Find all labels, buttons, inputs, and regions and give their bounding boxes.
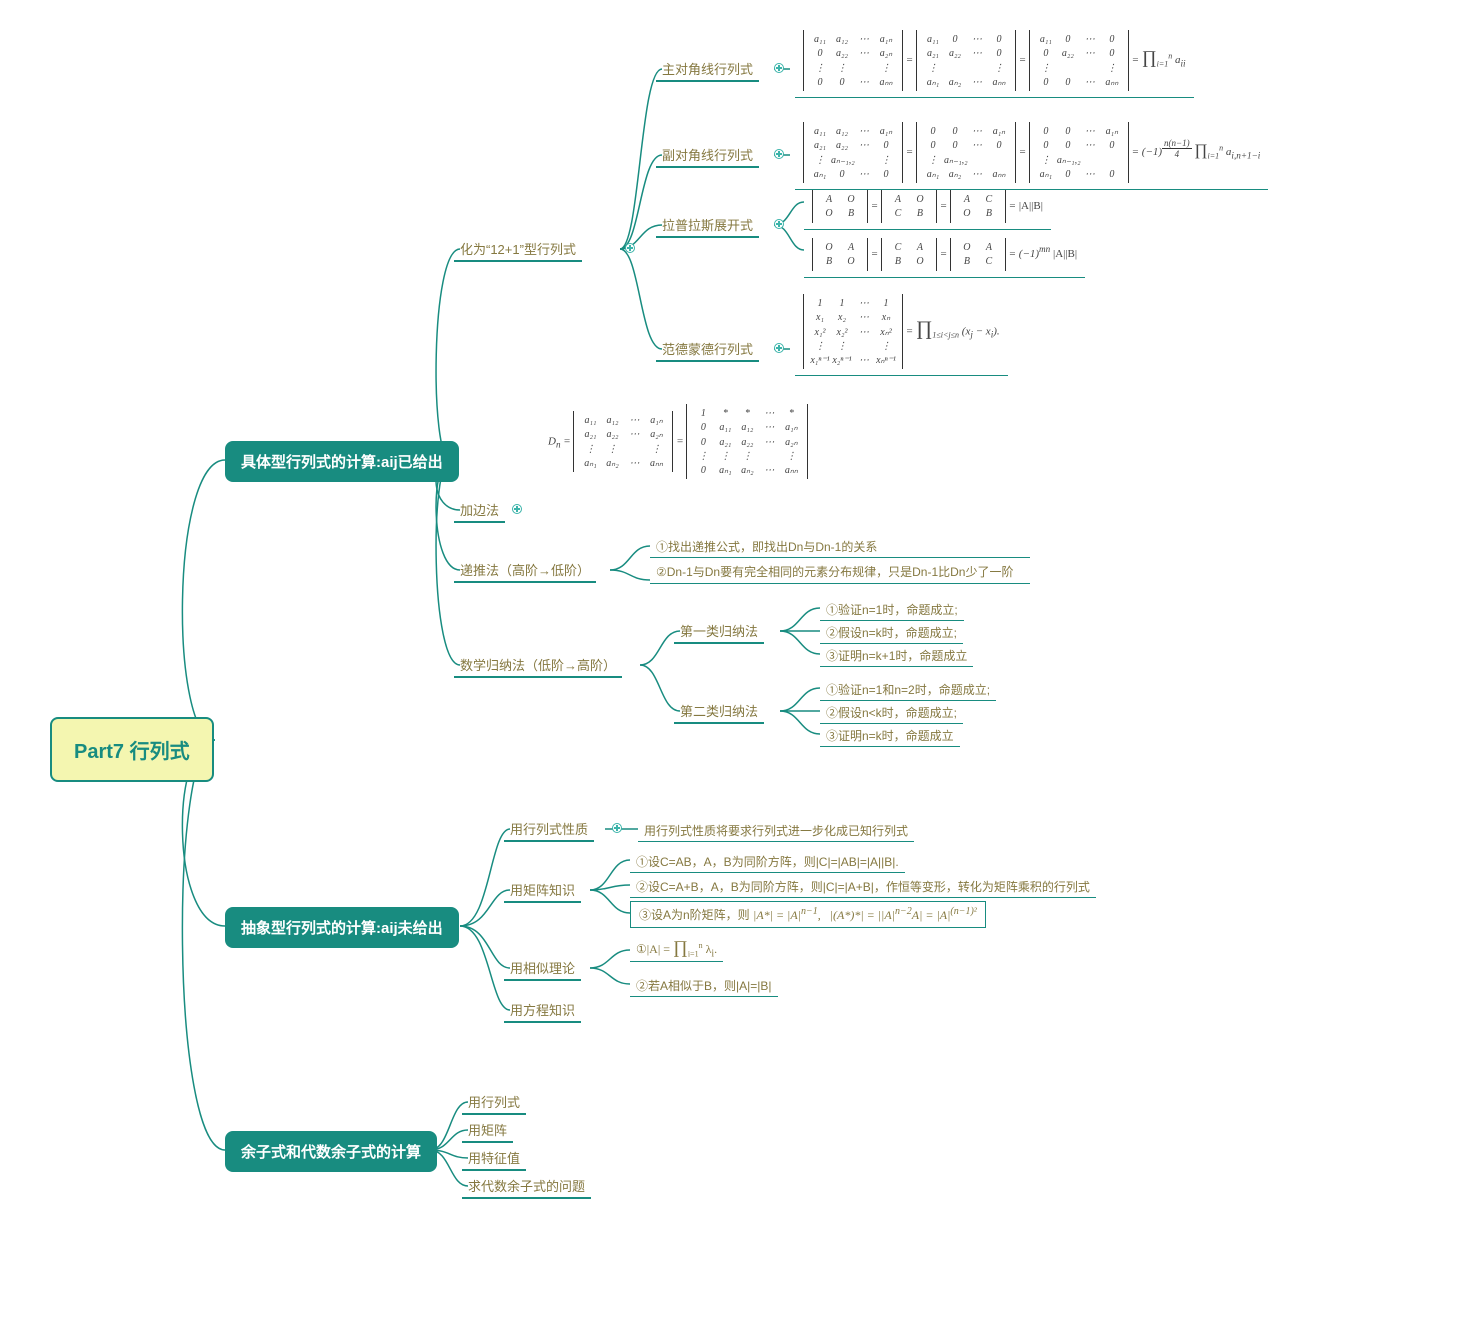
induction-type1-label: 第一类归纳法 <box>680 624 758 639</box>
equation-knowledge-label: 用方程知识 <box>510 1003 575 1018</box>
sub-det-property[interactable]: 用行列式性质 <box>510 819 588 840</box>
induction-label: 数学归纳法（低阶→高阶） <box>460 658 616 673</box>
similar-theory-label: 用相似理论 <box>510 961 575 976</box>
cof-eigen-label: 用特征值 <box>468 1151 520 1166</box>
sub-laplace[interactable]: 拉普拉斯展开式 <box>662 215 753 236</box>
cof-problem-label: 求代数余子式的问题 <box>468 1179 585 1194</box>
sub-vandermonde[interactable]: 范德蒙德行列式 <box>662 339 753 360</box>
formula-anti-diag: a₁₁a₁₂⋯a₁ₙ a₂₁a₂₂⋯0 ⋮aₙ₋₁,₂⋮ aₙ₁0⋯0 = 00… <box>795 118 1268 190</box>
expand-icon[interactable] <box>512 504 522 514</box>
sub-border-method[interactable]: 加边法 <box>460 500 499 521</box>
leaf-mk-1: ①设C=AB，A，B为同阶方阵，则|C|=|AB|=|A||B|. <box>630 851 905 873</box>
vander-label: 范德蒙德行列式 <box>662 342 753 357</box>
sub-induction-type2[interactable]: 第二类归纳法 <box>680 701 758 722</box>
sub-transform-label: 化为“12+1”型行列式 <box>460 242 576 257</box>
sub-cof-det[interactable]: 用行列式 <box>468 1092 520 1113</box>
sub-anti-diagonal[interactable]: 副对角线行列式 <box>662 145 753 166</box>
leaf-ind2-s3: ③证明n=k时，命题成立 <box>820 725 960 747</box>
expand-icon[interactable] <box>774 63 784 73</box>
recursion-label: 递推法（高阶→低阶） <box>460 563 590 578</box>
leaf-ind1-s1: ①验证n=1时，命题成立; <box>820 599 964 621</box>
main-diag-label: 主对角线行列式 <box>662 62 753 77</box>
branch-abstract[interactable]: 抽象型行列式的计算:aij未给出 <box>225 907 459 948</box>
formula-main-diag: a₁₁a₁₂⋯a₁ₙ 0a₂₂⋯a₂ₙ ⋮⋮⋮ 00⋯aₙₙ = a₁₁0⋯0 … <box>795 26 1194 98</box>
leaf-recursion-2: ②Dn-1与Dn要有完全相同的元素分布规律，只是Dn-1比Dn少了一阶 <box>650 562 1030 584</box>
leaf-ind1-s2: ②假设n=k时，命题成立; <box>820 622 963 644</box>
det-property-label: 用行列式性质 <box>510 822 588 837</box>
sub-induction[interactable]: 数学归纳法（低阶→高阶） <box>460 655 616 676</box>
sub-cof-matrix[interactable]: 用矩阵 <box>468 1120 507 1141</box>
formula-laplace-2: OA BO = CA BO = OA BC = (−1)mn |A||B| <box>804 234 1085 278</box>
leaf-mk-2: ②设C=A+B，A，B为同阶方阵，则|C|=|A+B|，作恒等变形，转化为矩阵乘… <box>630 876 1096 898</box>
anti-diag-label: 副对角线行列式 <box>662 148 753 163</box>
cof-matrix-label: 用矩阵 <box>468 1123 507 1138</box>
formula-vandermonde: 11⋯1 x₁x₂⋯xₙ x₁²x₂²⋯xₙ² ⋮⋮⋮ x₁ⁿ⁻¹x₂ⁿ⁻¹⋯x… <box>795 290 1008 376</box>
sub-matrix-knowledge[interactable]: 用矩阵知识 <box>510 880 575 901</box>
expand-icon[interactable] <box>612 823 622 833</box>
leaf-recursion-1: ①找出递推公式，即找出Dn与Dn-1的关系 <box>650 536 1030 558</box>
sub-recursion[interactable]: 递推法（高阶→低阶） <box>460 560 590 581</box>
formula-laplace-1: AO OB = AO CB = AC OB = |A||B| <box>804 186 1051 230</box>
branch-cofactor[interactable]: 余子式和代数余子式的计算 <box>225 1131 437 1172</box>
leaf-sim-2: ②若A相似于B，则|A|=|B| <box>630 975 778 997</box>
branch-cofactor-label: 余子式和代数余子式的计算 <box>241 1144 421 1161</box>
expand-icon[interactable] <box>774 343 784 353</box>
branch-concrete-label: 具体型行列式的计算:aij已给出 <box>241 454 443 471</box>
leaf-ind2-s1: ①验证n=1和n=2时，命题成立; <box>820 679 996 701</box>
cof-det-label: 用行列式 <box>468 1095 520 1110</box>
expand-icon[interactable] <box>774 149 784 159</box>
leaf-ind1-s3: ③证明n=k+1时，命题成立 <box>820 645 973 667</box>
leaf-ind2-s2: ②假设n<k时，命题成立; <box>820 702 963 724</box>
sub-equation-knowledge[interactable]: 用方程知识 <box>510 1000 575 1021</box>
sub-induction-type1[interactable]: 第一类归纳法 <box>680 621 758 642</box>
leaf-det-property-note: 用行列式性质将要求行列式进一步化成已知行列式 <box>638 820 914 842</box>
sub-main-diagonal[interactable]: 主对角线行列式 <box>662 59 753 80</box>
sub-similar-theory[interactable]: 用相似理论 <box>510 958 575 979</box>
expand-icon[interactable] <box>774 219 784 229</box>
sub-transform-12plus1[interactable]: 化为“12+1”型行列式 <box>460 239 576 260</box>
border-label: 加边法 <box>460 503 499 518</box>
leaf-mk-3: ③设A为n阶矩阵，则 |A*| = |A|n−1, |(A*)*| = ||A|… <box>630 901 986 928</box>
branch-concrete[interactable]: 具体型行列式的计算:aij已给出 <box>225 441 459 482</box>
sub-cof-eigen[interactable]: 用特征值 <box>468 1148 520 1169</box>
induction-type2-label: 第二类归纳法 <box>680 704 758 719</box>
expand-icon[interactable] <box>625 243 635 253</box>
sub-cof-problem[interactable]: 求代数余子式的问题 <box>468 1176 585 1197</box>
matrix-knowledge-label: 用矩阵知识 <box>510 883 575 898</box>
root-label: Part7 行列式 <box>74 741 190 763</box>
formula-border: Dn = a₁₁a₁₂⋯a₁ₙ a₂₁a₂₂⋯a₂ₙ ⋮⋮⋮ aₙ₁aₙ₂⋯aₙ… <box>540 400 816 485</box>
connector-lines <box>0 0 1482 1331</box>
root-node[interactable]: Part7 行列式 <box>50 717 214 782</box>
laplace-label: 拉普拉斯展开式 <box>662 218 753 233</box>
branch-abstract-label: 抽象型行列式的计算:aij未给出 <box>241 920 443 937</box>
leaf-sim-1: ①|A| = ∏i=1n λi. <box>630 935 723 962</box>
